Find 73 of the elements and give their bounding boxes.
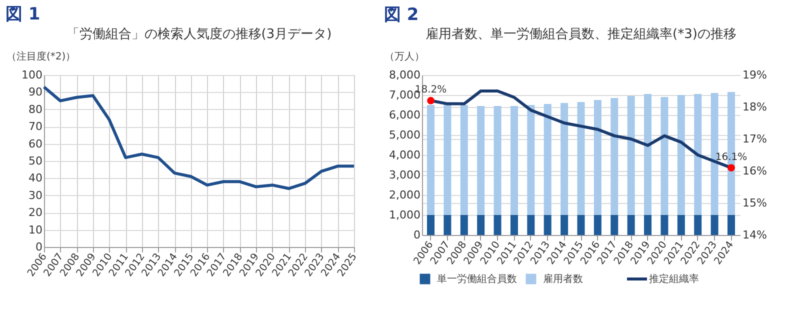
y2-tick-label: 14%: [742, 228, 767, 242]
bar: [644, 215, 652, 235]
bar: [694, 215, 702, 235]
y-tick-label: 0: [36, 240, 42, 254]
bar: [594, 100, 602, 215]
bar: [577, 215, 585, 235]
bar: [594, 215, 602, 235]
bar: [694, 94, 702, 215]
bar: [627, 215, 635, 235]
y-tick-label: 80: [28, 102, 42, 116]
bar: [660, 97, 668, 215]
bar: [577, 102, 585, 215]
bar: [544, 215, 552, 235]
y-tick-label: 20: [28, 206, 42, 220]
y-tick-label: 0: [414, 228, 420, 242]
chart-title: 図 2: [384, 5, 419, 25]
bar: [427, 215, 435, 235]
y2-tick-label: 19%: [742, 68, 767, 82]
y-axis-title: （万人）: [384, 52, 424, 62]
y-tick-label: 1,000: [389, 208, 420, 222]
bar: [560, 215, 568, 235]
y2-tick-label: 15%: [742, 196, 767, 210]
bar: [560, 103, 568, 215]
y-axis-title: （注目度(*2)）: [6, 50, 76, 62]
y-tick-label: 40: [28, 172, 42, 185]
bar: [727, 215, 735, 235]
bar: [627, 96, 635, 215]
y-tick-label: 90: [28, 86, 42, 99]
y-tick-label: 50: [28, 154, 42, 168]
bar: [527, 105, 535, 215]
chart-subtitle: 雇用者数、単一労働組合員数、推定組織率(*3)の推移: [426, 26, 736, 42]
bar: [644, 94, 652, 215]
line-series: [42, 86, 356, 190]
bar: [444, 215, 452, 235]
chart-title: 図 1: [6, 4, 40, 24]
bar: [510, 215, 518, 235]
y2-tick-label: 17%: [742, 132, 767, 146]
y-tick-label: 4,000: [389, 148, 420, 162]
bar: [494, 215, 502, 235]
bar: [460, 105, 468, 215]
chart-subtitle: 「労働組合」の検索人気度の推移(3月データ): [66, 26, 332, 42]
y-tick-label: 30: [28, 188, 42, 202]
bar: [477, 215, 485, 235]
y-tick-label: 10: [28, 223, 42, 236]
bar: [677, 95, 685, 215]
bar: [610, 98, 618, 215]
y-tick-label: 8,000: [389, 68, 420, 82]
bar: [427, 105, 435, 215]
bar: [710, 93, 718, 215]
y-tick-label: 6,000: [389, 108, 420, 122]
bar: [660, 215, 668, 235]
y2-tick-label: 16%: [742, 164, 767, 178]
bar: [477, 106, 485, 215]
legend-label: 雇用者数: [543, 273, 583, 285]
legend-label: 単一労働組合員数: [437, 273, 517, 285]
bar: [510, 106, 518, 215]
bar: [444, 104, 452, 215]
y-tick-label: 60: [28, 137, 42, 150]
y-tick-label: 70: [28, 120, 42, 134]
y-tick-label: 2,000: [389, 188, 420, 202]
bar: [527, 215, 535, 235]
bar: [460, 215, 468, 235]
y-tick-label: 100: [22, 68, 42, 82]
bar: [494, 106, 502, 215]
y2-tick-label: 18%: [742, 100, 767, 114]
y-tick-label: 5,000: [389, 128, 420, 142]
bar: [710, 215, 718, 235]
y-tick-label: 3,000: [389, 168, 420, 182]
bar: [677, 215, 685, 235]
data-label: 16.1%: [715, 152, 748, 163]
bar: [610, 215, 618, 235]
legend-label: 推定組織率: [649, 273, 699, 285]
bar: [544, 104, 552, 215]
